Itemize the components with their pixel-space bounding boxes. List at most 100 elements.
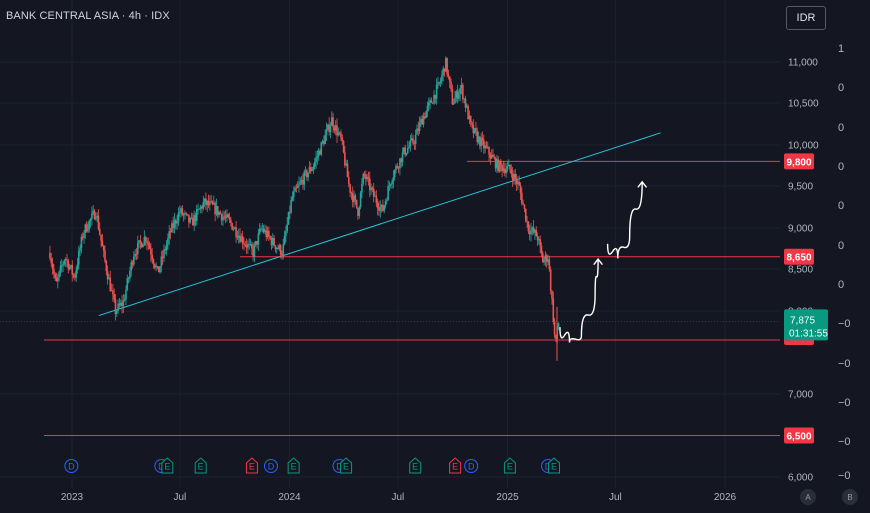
candle	[392, 170, 395, 189]
earnings-marker[interactable]: E	[548, 457, 561, 474]
x-tick-label: 2025	[496, 492, 519, 503]
candle	[116, 308, 118, 317]
candle	[531, 226, 534, 236]
candle	[349, 183, 351, 198]
candle	[552, 291, 555, 325]
candle	[458, 89, 460, 102]
candle	[138, 240, 140, 249]
secondary-scale-label: −0	[838, 436, 851, 448]
trendline	[98, 132, 661, 317]
y-tick-label: 7,000	[788, 390, 813, 401]
candle	[370, 183, 372, 196]
candle	[452, 98, 455, 105]
candle	[422, 112, 425, 128]
candle	[97, 209, 100, 231]
candle	[477, 131, 480, 144]
earnings-marker[interactable]: E	[287, 457, 300, 474]
candle	[431, 102, 434, 104]
candle	[367, 171, 370, 186]
candle	[549, 266, 552, 295]
earnings-marker[interactable]: E	[503, 457, 516, 474]
candle	[506, 161, 509, 173]
candle	[207, 194, 210, 209]
candle	[108, 273, 110, 280]
price-tag-9,800: 9,800	[784, 153, 814, 170]
candle	[222, 210, 224, 226]
candle	[522, 199, 524, 205]
earnings-marker[interactable]: E	[194, 457, 207, 474]
candle	[122, 293, 125, 314]
earnings-marker[interactable]: E	[161, 457, 174, 474]
log-scale-button[interactable]: B	[842, 489, 858, 505]
candle	[481, 131, 484, 146]
candle	[462, 82, 464, 103]
last-price-tag: 7,875 01:31:55	[784, 309, 828, 341]
candle	[374, 191, 376, 197]
candle	[231, 222, 233, 231]
candle	[469, 115, 472, 127]
candle	[473, 127, 476, 135]
candle	[330, 111, 333, 126]
candle	[505, 163, 507, 178]
candle	[278, 243, 281, 252]
dividend-marker[interactable]: D	[263, 459, 278, 473]
currency-button[interactable]: IDR	[786, 6, 826, 30]
earnings-marker[interactable]: E	[449, 457, 462, 474]
dividend-marker[interactable]: D	[64, 459, 79, 473]
candle	[247, 240, 249, 254]
candle	[178, 205, 181, 218]
candle	[538, 236, 540, 245]
candle	[448, 76, 451, 89]
candle	[142, 244, 144, 248]
candle	[214, 200, 216, 222]
candle	[287, 211, 290, 226]
candle	[92, 205, 95, 216]
candle	[302, 173, 304, 190]
earnings-marker[interactable]: E	[409, 457, 422, 474]
auto-scale-button[interactable]: A	[800, 489, 816, 505]
svg-text:D: D	[336, 462, 343, 472]
candle	[63, 259, 66, 267]
candle	[106, 265, 109, 285]
candle	[483, 134, 485, 154]
candle	[429, 97, 431, 110]
y-tick-label: 11,000	[788, 58, 818, 69]
candle	[399, 158, 401, 176]
candle	[424, 112, 426, 120]
candle	[77, 246, 80, 270]
candle	[252, 242, 254, 262]
candle	[163, 244, 165, 263]
candle	[515, 173, 518, 191]
horizontal-levels	[0, 160, 780, 436]
candle	[543, 257, 545, 266]
candle	[304, 166, 307, 177]
candle	[493, 154, 496, 160]
earnings-marker[interactable]: E	[340, 457, 353, 474]
candle	[289, 205, 291, 220]
x-tick-label: 2024	[278, 492, 301, 503]
x-tick-label: Jul	[392, 492, 405, 503]
trendline-layer[interactable]	[98, 132, 661, 317]
event-markers[interactable]: DDEEEDEDEEEDEDE	[64, 457, 561, 474]
earnings-marker[interactable]: E	[245, 457, 258, 474]
candle	[273, 235, 275, 247]
candle	[55, 272, 58, 282]
candle	[161, 250, 164, 265]
secondary-scale-label: −0	[838, 358, 851, 370]
candle	[258, 222, 261, 236]
candle	[454, 90, 456, 104]
candle	[290, 195, 292, 215]
candle	[96, 212, 98, 223]
candle	[237, 228, 240, 244]
candle	[357, 207, 359, 220]
candle	[150, 242, 152, 262]
candle	[223, 211, 226, 221]
dividend-marker[interactable]: D	[464, 459, 479, 473]
svg-text:8,650: 8,650	[786, 253, 811, 264]
candle	[74, 272, 76, 281]
projection-drawings[interactable]	[559, 180, 647, 343]
candle	[363, 170, 366, 179]
candle	[118, 298, 121, 308]
svg-text:E: E	[452, 462, 458, 472]
